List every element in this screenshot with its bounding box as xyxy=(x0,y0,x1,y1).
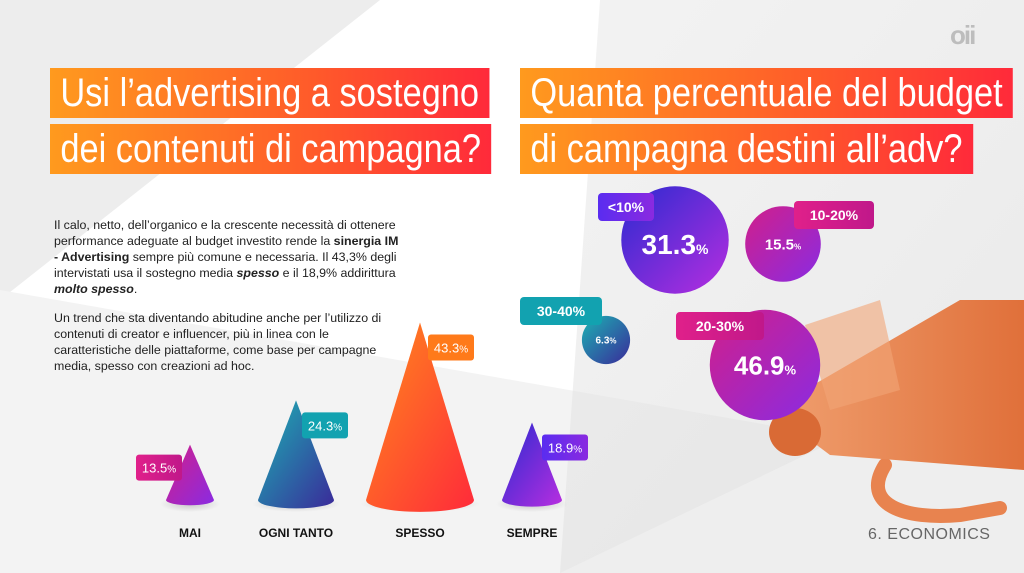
cone-value-label-bg xyxy=(542,434,588,461)
bubble-value-label: 6.3% xyxy=(595,336,616,347)
cone-category-label: SPESSO xyxy=(395,526,444,540)
bubble-category-tag: 10-20% xyxy=(810,207,859,223)
cone-bar-ogni-tanto xyxy=(258,400,334,509)
paragraph-advertising-synergy: Il calo, netto, dell’organico e la cresc… xyxy=(54,218,399,296)
cone-category-label: MAI xyxy=(179,526,201,540)
bubble-category-tag: <10% xyxy=(608,199,645,215)
cone-value-label: 43.3% xyxy=(434,340,468,355)
cone-bar-spesso xyxy=(366,322,474,512)
bubble-chart: <10% 31.3% 10-20% 15.5% 30-40% 6.3% 20-30% 46.9… xyxy=(520,186,874,421)
left-title-line-1: Usi l’advertising a sostegno xyxy=(50,68,490,118)
bubble-2 xyxy=(581,315,631,365)
cone-value-label-bg xyxy=(136,454,182,481)
cone-bar-mai xyxy=(166,444,214,506)
bubble-category-tag: 30-40% xyxy=(537,303,586,319)
cone-chart: 13.5% MAI 24.3% OGNI TANTO 43.3% SPESSO 18.9% S… xyxy=(136,322,588,540)
paragraph-creator-trend: Un trend che sta diventando abitudine an… xyxy=(54,311,382,373)
cone-value-label-bg xyxy=(302,412,348,439)
bubble-category-tag-bg xyxy=(520,297,602,325)
left-title-line-2: dei contenuti di campagna? xyxy=(50,124,492,174)
megaphone-illustration xyxy=(769,300,1024,523)
cone-bar-sempre xyxy=(502,422,562,507)
bubble-value-label: 46.9% xyxy=(734,350,797,380)
cone-value-label: 24.3% xyxy=(308,418,342,433)
oii-logo: oii xyxy=(950,20,976,50)
bubble-value-label: 15.5% xyxy=(765,236,801,253)
cone-value-label: 18.9% xyxy=(548,441,582,456)
bubble-category-tag-bg xyxy=(794,201,874,229)
bubble-category-tag-bg xyxy=(598,193,654,221)
bubble-category-tag-bg xyxy=(676,312,764,340)
cone-category-label: OGNI TANTO xyxy=(259,526,333,540)
right-title-line-2: di campagna destini all’adv? xyxy=(520,124,973,174)
cone-value-label: 13.5% xyxy=(142,461,176,476)
cone-category-label: SEMPRE xyxy=(507,526,558,540)
right-title-line-1: Quanta percentuale del budget xyxy=(520,68,1014,118)
bubble-category-tag: 20-30% xyxy=(696,318,745,334)
bubble-value-label: 31.3% xyxy=(642,229,710,260)
section-label: 6. ECONOMICS xyxy=(868,526,991,543)
cone-value-label-bg xyxy=(428,334,474,361)
